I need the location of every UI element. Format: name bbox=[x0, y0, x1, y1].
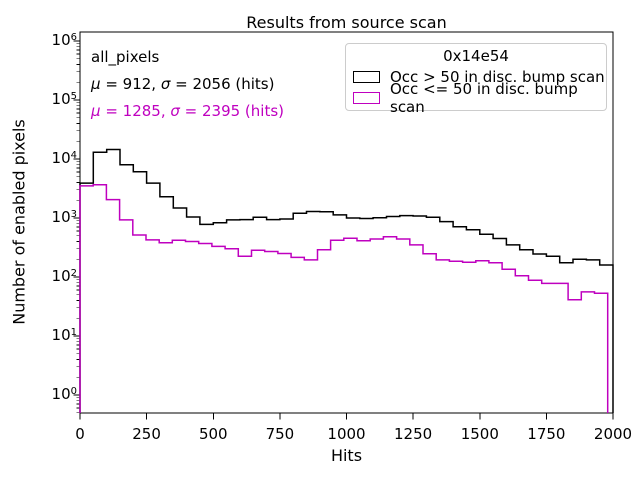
legend-title: 0x14e54 bbox=[443, 47, 509, 65]
histogram-series-2 bbox=[79, 184, 609, 413]
legend-entry-label: Occ > 50 in disc. bump scan bbox=[390, 67, 605, 86]
legend: 0x14e54 Occ > 50 in disc. bump scan Occ <… bbox=[345, 43, 607, 116]
x-tick-label: 2000 bbox=[593, 425, 633, 443]
legend-entry-2: Occ <= 50 in disc. bump scan bbox=[346, 80, 606, 116]
chart-title: Results from source scan bbox=[246, 13, 447, 32]
stats-line-magenta: μ = 1285, σ = 2395 (hits) bbox=[91, 102, 285, 120]
y-tick-label: 100 bbox=[51, 385, 77, 403]
y-tick-label: 103 bbox=[51, 208, 77, 226]
legend-entry-1: Occ > 50 in disc. bump scan bbox=[346, 66, 606, 87]
x-tick-label: 0 bbox=[75, 425, 85, 443]
y-axis-label: Number of enabled pixels bbox=[9, 119, 29, 325]
x-tick-label: 750 bbox=[265, 425, 295, 443]
legend-rows: Occ > 50 in disc. bump scan Occ <= 50 in … bbox=[346, 66, 606, 116]
legend-entry-label: Occ <= 50 in disc. bump scan bbox=[390, 79, 578, 116]
x-tick-label: 1250 bbox=[394, 425, 433, 443]
x-tick-label: 1500 bbox=[460, 425, 499, 443]
stats-annotation-block: all_pixels μ = 912, σ = 2056 (hits) μ = … bbox=[91, 44, 284, 125]
x-tick-label: 500 bbox=[198, 425, 228, 443]
legend-swatch-icon bbox=[353, 70, 380, 83]
y-tick-label: 106 bbox=[51, 31, 77, 49]
y-tick-label: 105 bbox=[51, 90, 77, 108]
y-tick-label: 101 bbox=[51, 326, 77, 344]
x-axis-label: Hits bbox=[330, 446, 363, 465]
x-tick-label: 1000 bbox=[327, 425, 366, 443]
x-tick-label: 1750 bbox=[527, 425, 566, 443]
histogram-series-1 bbox=[79, 148, 614, 413]
y-tick-label: 102 bbox=[51, 267, 77, 285]
dataset-label: all_pixels bbox=[91, 48, 160, 66]
stats-line-black: μ = 912, σ = 2056 (hits) bbox=[91, 75, 275, 93]
x-tick-label: 250 bbox=[132, 425, 161, 443]
legend-swatch-icon bbox=[353, 91, 380, 104]
y-tick-label: 104 bbox=[51, 149, 77, 167]
